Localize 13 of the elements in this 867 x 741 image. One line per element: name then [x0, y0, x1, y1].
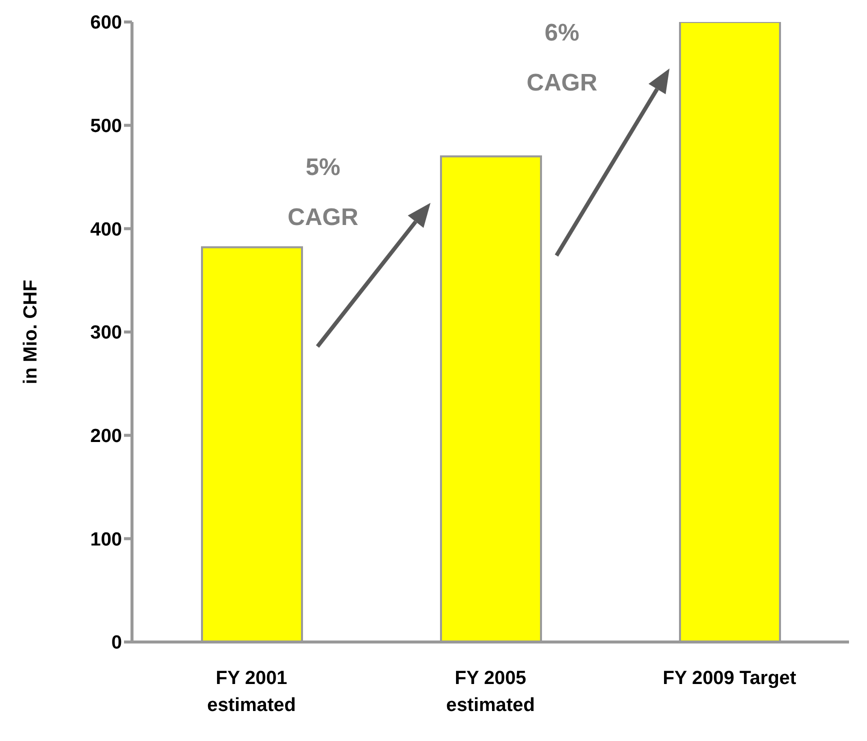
y-tick-label: 500 [90, 116, 122, 138]
y-tick-label: 300 [90, 322, 122, 344]
annotation: 6% CAGR [526, 20, 598, 96]
x-tick-label: FY 2005 estimated [446, 668, 535, 716]
x-tick-label: FY 2001 estimated [207, 668, 296, 716]
y-tick-label: 400 [90, 219, 122, 240]
x-tick-label: FY 2009 Target [662, 668, 797, 689]
y-tick-label: 200 [90, 426, 122, 448]
y-tick-label: 100 [90, 529, 122, 550]
y-tick-label: 600 [90, 12, 122, 34]
annotation: 5% CAGR [288, 154, 358, 231]
y-tick-label: 0 [111, 632, 122, 654]
y-axis-title: in Mio. CHF [20, 280, 42, 384]
